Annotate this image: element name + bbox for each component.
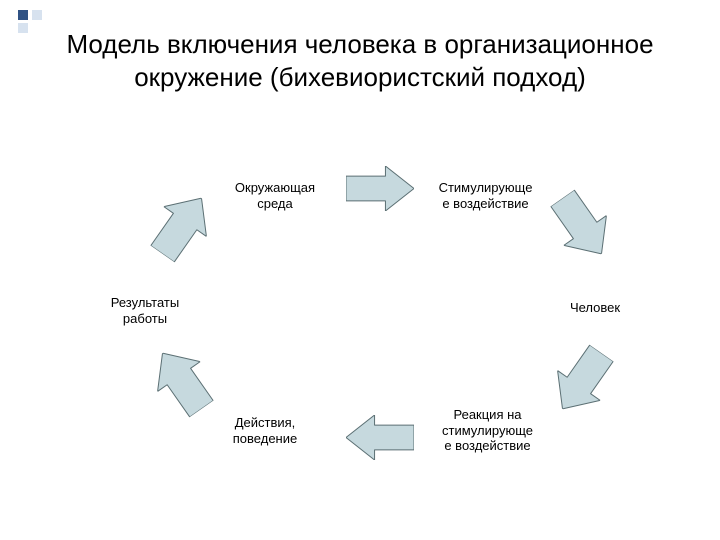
arrow-icon bbox=[141, 338, 223, 424]
label-env: Окружающая среда bbox=[220, 180, 330, 211]
arrow-human-to-reaction bbox=[541, 338, 623, 424]
arrow-icon bbox=[346, 415, 414, 460]
arrow-reaction-to-actions bbox=[346, 415, 414, 460]
page-title: Модель включения человека в организацион… bbox=[40, 28, 680, 93]
arrow-env-to-stim bbox=[346, 166, 414, 211]
arrow-stim-to-human bbox=[541, 183, 623, 269]
arrow-actions-to-results bbox=[141, 338, 223, 424]
label-human: Человек bbox=[560, 300, 630, 316]
arrow-results-to-env bbox=[141, 183, 223, 269]
arrow-icon bbox=[346, 166, 414, 211]
arrow-icon bbox=[141, 183, 223, 269]
page: Модель включения человека в организацион… bbox=[0, 0, 720, 540]
label-actions: Действия, поведение bbox=[220, 415, 310, 446]
label-reaction: Реакция на стимулирующе е воздействие bbox=[430, 407, 545, 454]
arrow-icon bbox=[541, 338, 623, 424]
arrow-icon bbox=[541, 183, 623, 269]
label-results: Результаты работы bbox=[100, 295, 190, 326]
label-stim: Стимулирующе е воздействие bbox=[428, 180, 543, 211]
